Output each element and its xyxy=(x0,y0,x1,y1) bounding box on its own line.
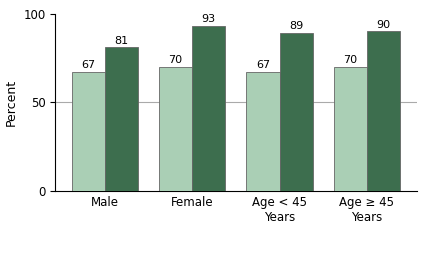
Bar xyxy=(334,67,367,191)
Text: 81: 81 xyxy=(114,35,128,46)
Text: 90: 90 xyxy=(377,20,391,29)
Bar xyxy=(246,72,280,191)
Bar xyxy=(192,26,225,191)
Bar xyxy=(159,67,192,191)
Text: 70: 70 xyxy=(343,55,357,65)
Bar xyxy=(280,33,313,191)
Bar xyxy=(105,48,138,191)
Text: 70: 70 xyxy=(169,55,183,65)
Bar xyxy=(367,31,400,191)
Text: 93: 93 xyxy=(202,14,216,24)
Text: 67: 67 xyxy=(256,60,270,70)
Bar xyxy=(72,72,105,191)
Y-axis label: Percent: Percent xyxy=(5,79,18,126)
Text: 89: 89 xyxy=(289,21,303,31)
Text: 67: 67 xyxy=(81,60,95,70)
